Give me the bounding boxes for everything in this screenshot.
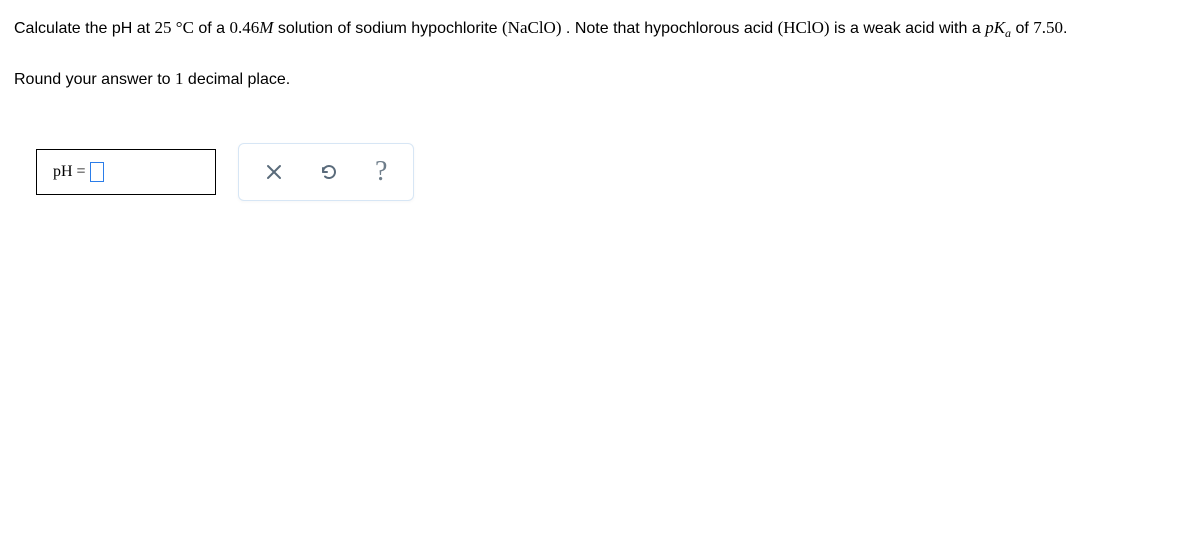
text: Round your answer to: [14, 71, 175, 88]
ph-input[interactable]: [90, 162, 104, 182]
formula-hclo: (HClO): [778, 18, 830, 37]
reset-button[interactable]: [315, 158, 343, 186]
concentration-unit: M: [259, 18, 273, 37]
pka-value: 7.50: [1033, 18, 1063, 37]
clear-button[interactable]: [261, 159, 287, 185]
temperature: 25 °C: [155, 18, 194, 37]
answer-label: pH =: [53, 163, 86, 181]
problem-statement: Calculate the pH at 25 °C of a 0.46M sol…: [14, 14, 1186, 93]
concentration-value: 0.46: [230, 18, 260, 37]
pka-k: K: [994, 18, 1005, 37]
toolbar: ?: [238, 143, 414, 201]
text: of a: [194, 20, 230, 37]
problem-line-2: Round your answer to 1 decimal place.: [14, 65, 1186, 93]
text: . Note that hypochlorous acid: [561, 20, 777, 37]
pka-p: p: [985, 18, 994, 37]
text: solution of sodium hypochlorite: [273, 20, 502, 37]
formula-naclo: (NaClO): [502, 18, 561, 37]
question-mark-icon: ?: [375, 158, 387, 186]
text: .: [1063, 20, 1067, 37]
text: decimal place.: [183, 71, 290, 88]
x-icon: [265, 163, 283, 181]
text: of: [1011, 20, 1033, 37]
answer-row: pH = ?: [36, 143, 1186, 201]
text: is a weak acid with a: [830, 20, 986, 37]
help-button[interactable]: ?: [371, 154, 391, 190]
undo-icon: [319, 162, 339, 182]
text: Calculate the pH at: [14, 20, 155, 37]
answer-box: pH =: [36, 149, 216, 195]
problem-line-1: Calculate the pH at 25 °C of a 0.46M sol…: [14, 14, 1186, 43]
